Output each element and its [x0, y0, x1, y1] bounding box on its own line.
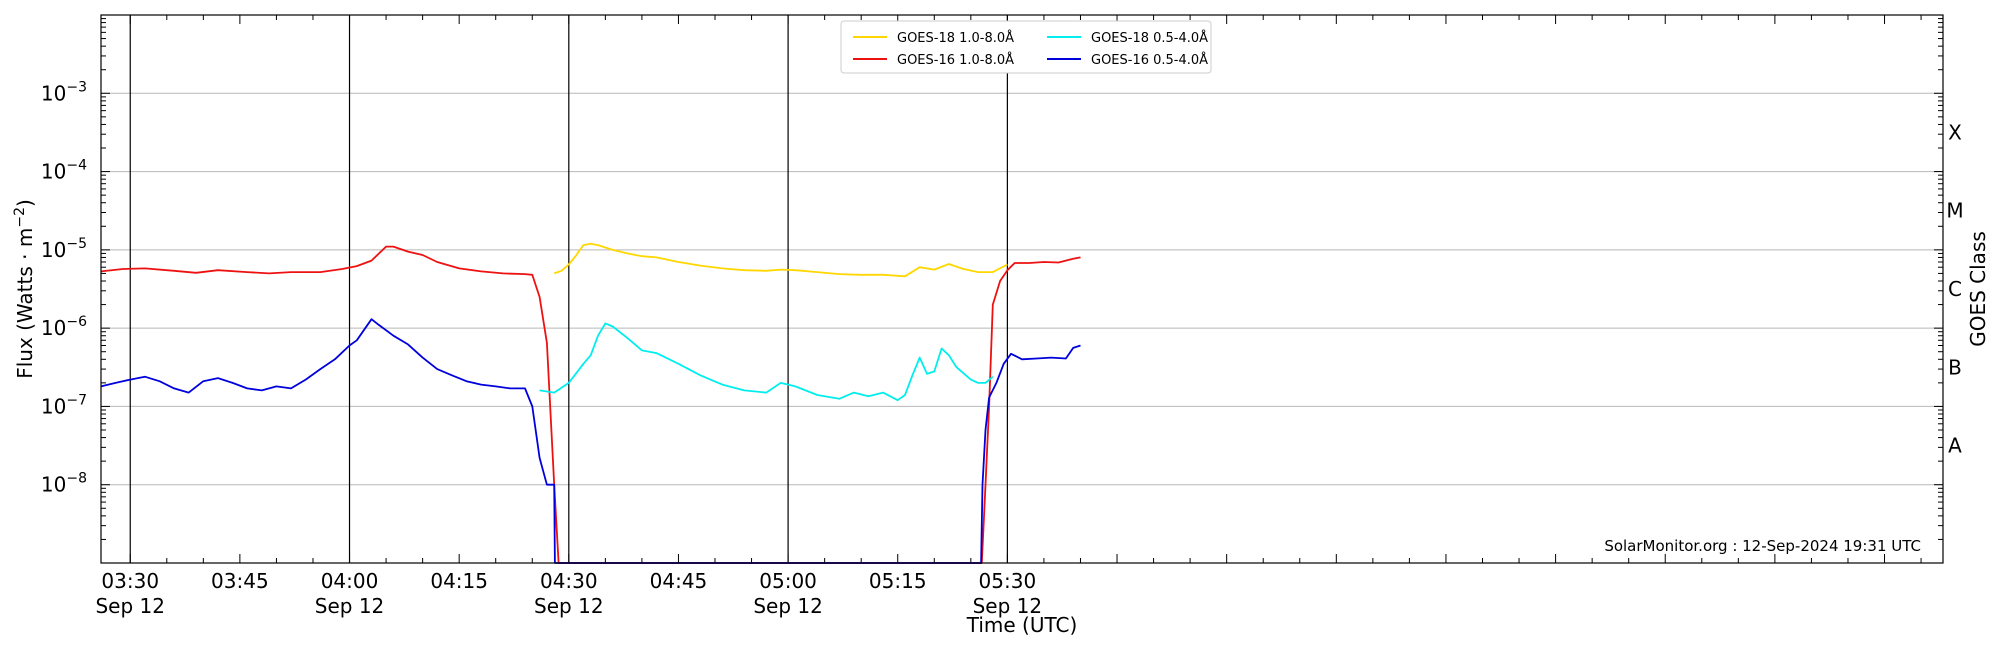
x-tick-date-label: Sep 12 — [973, 594, 1043, 618]
vertical-lines-layer — [129, 15, 1008, 563]
x-tick-date-label: Sep 12 — [534, 594, 604, 618]
y-tick-label: 10−7 — [41, 392, 87, 418]
y-tick-label-base: 10 — [41, 160, 66, 184]
goes-class-axis-title: GOES Class — [1966, 231, 1990, 347]
series-line-1 — [100, 245, 1081, 564]
x-tick-label: 04:45 — [650, 569, 708, 593]
x-tick-label: 04:00 — [321, 569, 379, 593]
y-tick-label: 10−8 — [41, 471, 87, 497]
plot-frame — [100, 14, 1944, 564]
y-axis-title-close: ) — [13, 199, 37, 207]
y-tick-label-exponent: −6 — [66, 314, 87, 330]
y-tick-label-base: 10 — [41, 81, 66, 105]
goes-class-label-a: A — [1948, 434, 1962, 458]
legend-label-0: GOES-18 1.0-8.0Å — [897, 30, 1014, 46]
x-axis-title: Time (UTC) — [966, 613, 1078, 637]
goes-class-label-x: X — [1948, 120, 1962, 144]
legend-label-2: GOES-18 0.5-4.0Å — [1091, 30, 1208, 46]
legend-box — [840, 20, 1212, 74]
y-tick-label: 10−4 — [41, 158, 87, 184]
goes-class-label-b: B — [1948, 355, 1962, 379]
x-tick-label: 05:00 — [759, 569, 817, 593]
y-tick-label-exponent: −7 — [66, 392, 87, 408]
x-tick-label: 04:15 — [430, 569, 488, 593]
series-line-3 — [100, 318, 1081, 564]
x-tick-label: 05:30 — [979, 569, 1037, 593]
y-tick-label-base: 10 — [41, 238, 66, 262]
legend: GOES-18 1.0-8.0Å GOES-16 1.0-8.0Å GOES-18 … — [840, 20, 1212, 74]
series-line-0 — [553, 242, 1008, 278]
goes-class-label-c: C — [1948, 277, 1962, 301]
y-tick-label-exponent: −8 — [66, 471, 87, 487]
x-tick-date-label: Sep 12 — [95, 594, 165, 618]
y-tick-label: 10−5 — [41, 236, 87, 262]
legend-label-3: GOES-16 0.5-4.0Å — [1091, 52, 1208, 68]
y-axis-title: Flux (Watts · m−2) — [12, 199, 37, 379]
y-tick-label-base: 10 — [41, 473, 66, 497]
goes-class-label-m: M — [1946, 199, 1963, 223]
grid-layer — [101, 92, 1943, 486]
y-tick-label: 10−3 — [41, 79, 87, 105]
x-tick-date-label: Sep 12 — [315, 594, 385, 618]
y-tick-label-exponent: −3 — [66, 79, 87, 95]
series-line-2 — [539, 322, 994, 402]
legend-label-1: GOES-16 1.0-8.0Å — [897, 52, 1014, 68]
y-tick-label-base: 10 — [41, 394, 66, 418]
x-tick-label: 03:45 — [211, 569, 269, 593]
x-tick-label: 03:30 — [101, 569, 159, 593]
x-tick-date-label: Sep 12 — [753, 594, 823, 618]
y-axis-title-sup: −2 — [12, 207, 28, 228]
watermark-text: SolarMonitor.org : 12-Sep-2024 19:31 UTC — [1604, 537, 1921, 555]
y-tick-label-base: 10 — [41, 316, 66, 340]
goes-class-labels: A B C M X — [1946, 120, 1963, 457]
x-tick-label: 05:15 — [869, 569, 927, 593]
series-layer — [100, 242, 1081, 564]
x-tick-label: 04:30 — [540, 569, 598, 593]
y-axis-title-main: Flux (Watts · m — [13, 228, 37, 379]
y-tick-label: 10−6 — [41, 314, 87, 340]
y-tick-label-exponent: −4 — [66, 158, 87, 174]
y-tick-label-exponent: −5 — [66, 236, 87, 252]
